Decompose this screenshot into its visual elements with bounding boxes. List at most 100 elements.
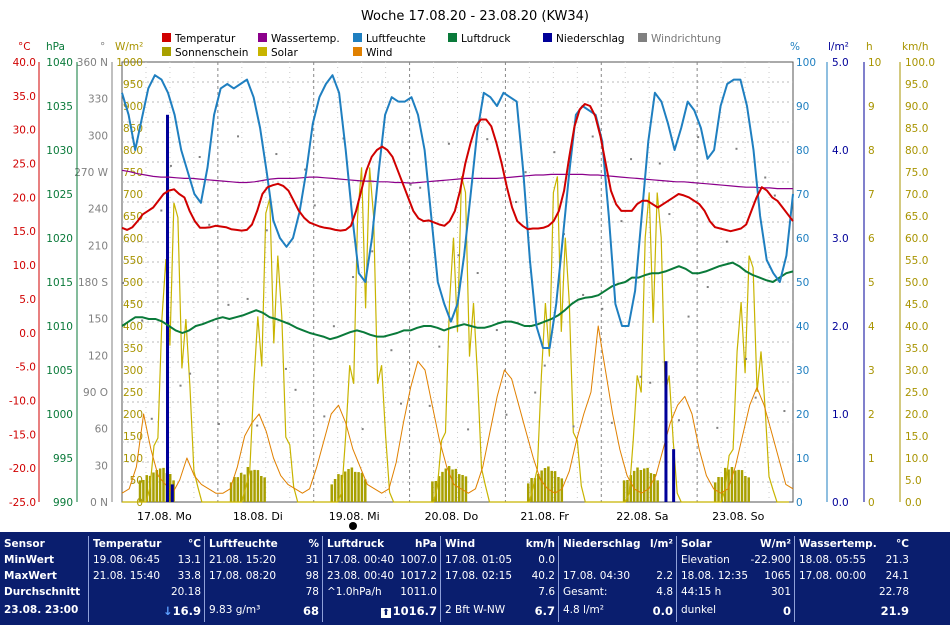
sunshine-bar-3-10 [464,476,468,502]
humidity-tick-4: 60 [796,233,809,245]
wind-direction-dot-30 [409,183,412,186]
humidity-unit: % [308,538,319,550]
sunshine-bar-2-0 [330,484,333,502]
sensor-min-label: MinWert [4,554,55,566]
wind-direction-dot-38 [486,138,489,141]
sunshine-bar-1-6 [249,470,253,502]
humidity-unit: % [790,41,800,53]
sunshine-bar-4-8 [553,471,557,502]
sensor-max-label: MaxWert [4,570,57,582]
temp-tick-10: -10.0 [9,395,36,407]
wind-tick-18: 10.0 [905,453,928,465]
water-avg: 22.78 [878,586,909,598]
humidity-now: 68 [302,604,319,618]
solar-tick-18: 100 [123,453,143,465]
wind-direction-dot-62 [716,426,719,429]
sunshine-bar-3-5 [447,466,451,502]
legend-label-1: Wassertemp. [271,33,340,45]
legend-swatch-6 [162,47,171,56]
temperature-unit: °C [188,538,201,550]
sunshine-bar-2-1 [333,479,337,502]
sunshine-bar-2-4 [343,471,347,502]
wind-unit: km/h [902,41,929,53]
sunshine-bar-6-8 [740,470,744,502]
rain-max-val: 2.2 [656,570,673,582]
solar-tick-14: 300 [123,365,143,377]
direction-tick-3: 270 W [74,167,108,179]
rain-week: 4.8 l/m² [563,604,604,616]
solar-tick-15: 250 [123,387,143,399]
sunshine-bar-2-7 [353,471,357,502]
wind-direction-dot-53 [630,158,633,161]
sun-tick-10: 0 [868,497,875,509]
col-rain: Niederschlag l/m² 17.08. 04:30 2.2 Gesamt:… [558,536,677,622]
sensor-now-label: 23.08. 23:00 [4,604,79,616]
temperature-max-time: 21.08. 15:40 [93,570,160,582]
wind-direction-dot-36 [467,428,470,431]
pressure-tick-5: 1015 [46,277,73,289]
sunshine-bar-1-7 [253,469,256,502]
sunshine-bar-4-2 [533,478,537,502]
wind-now: 6.7 [534,604,555,618]
solar-now: 0 [782,604,791,618]
pressure-tick-2: 1030 [46,145,73,157]
sunshine-bar-2-8 [357,472,360,502]
col-temperature: Temperatur °C 19.08. 06:45 13.1 21.08. 15:… [88,536,205,622]
x-label-4: 21.08. Fr [520,510,569,523]
legend-label-8: Wind [366,47,392,59]
pressure-tick-7: 1005 [46,365,73,377]
sunshine-bar-1-9 [260,476,263,502]
sunshine-bar-4-10 [560,478,564,502]
wind-direction-dot-14 [256,424,259,427]
wind-direction-dot-26 [371,250,374,253]
solar-tick-20: 0 [136,497,143,509]
solar-tick-13: 350 [123,343,143,355]
wind-tick-15: 25.0 [905,387,928,399]
humidity-tick-3: 70 [796,189,809,201]
wind-direction-dot-33 [438,345,441,348]
wind-direction-dot-21 [323,415,326,418]
temp-tick-9: -5.0 [16,362,37,374]
humidity-max-time: 17.08. 08:20 [209,570,276,582]
sunshine-bar-3-9 [461,475,464,502]
legend-swatch-4 [543,33,552,42]
pressure-now: 1016.7 [392,604,437,618]
temp-tick-1: 35.0 [13,91,36,103]
sunshine-bar-1-4 [243,474,246,502]
wind-direction-dot-10 [217,423,220,426]
wind-direction-dot-31 [419,186,422,189]
x-label-3: 20.08. Do [425,510,479,523]
wind-tick-7: 65.0 [905,211,928,223]
sunshine-bar-6-7 [737,469,740,502]
rain-total: 4.8 [656,586,673,598]
humidity-tick-2: 80 [796,145,809,157]
sun-tick-2: 8 [868,145,875,157]
rain-unit: l/m² [650,538,673,550]
rain-total-label: Gesamt: [563,586,608,598]
wind-tick-10: 50.0 [905,277,928,289]
sunshine-bar-0-6 [158,468,162,502]
sunshine-bar-5-3 [632,470,636,502]
rain-tick-5: 0.0 [832,497,849,509]
legend-swatch-1 [258,33,267,42]
rain-bar-2 [664,361,668,502]
pressure-tick-1: 1035 [46,101,73,113]
legend-swatch-8 [353,47,362,56]
sunshine-bar-6-6 [734,470,737,502]
direction-unit: ° [100,41,105,53]
wind-direction-dot-67 [764,176,767,179]
x-label-2: 19.08. Mi [329,510,380,523]
wind-direction-dot-9 [208,223,211,226]
direction-tick-6: 180 S [78,277,108,289]
wind-tick-13: 35.0 [905,343,928,355]
sunshine-bar-4-4 [540,470,543,502]
sunshine-bar-3-2 [437,476,441,502]
humidity-line [121,74,794,349]
sunshine-bar-1-10 [263,477,266,502]
solar-head: Solar [681,538,712,550]
sunshine-bar-4-6 [547,466,550,502]
legend-label-3: Luftdruck [461,33,511,45]
rain-tick-3: 2.0 [832,321,849,333]
wind-tick-0: 100.0 [905,57,935,69]
wind-tick-20: 0.0 [905,497,922,509]
